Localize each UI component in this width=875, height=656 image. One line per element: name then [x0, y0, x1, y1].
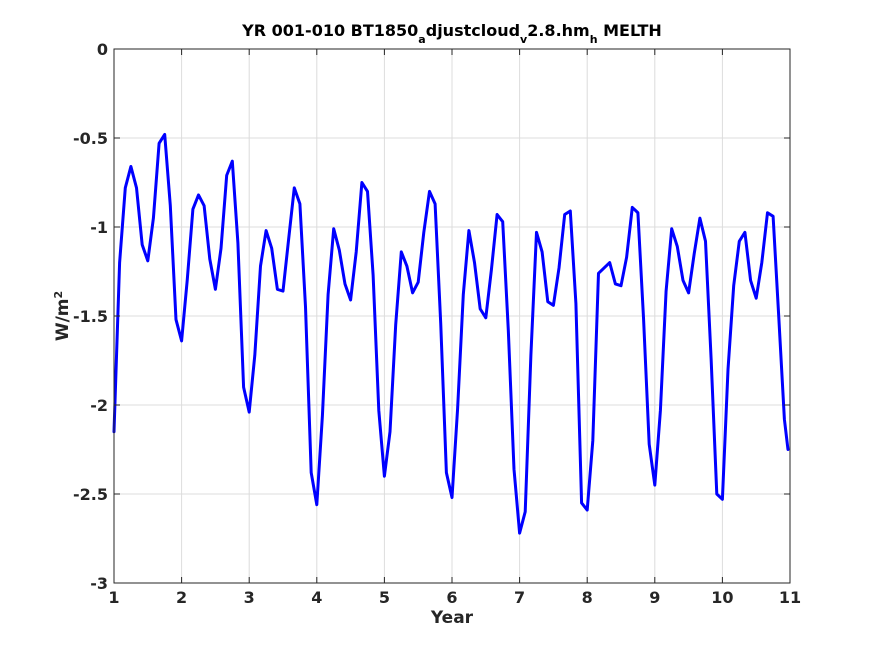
x-tick-label: 6	[446, 588, 457, 607]
y-axis-title-sup: 2	[52, 291, 65, 299]
title-subscript: v	[520, 33, 528, 46]
y-axis-title: W/m2	[52, 291, 74, 341]
ticks	[113, 48, 791, 584]
title-segment: 2.8.hm	[527, 21, 589, 40]
title-segment: YR 001-010 BT1850	[241, 21, 418, 40]
x-tick-label: 4	[311, 588, 322, 607]
chart-title: YR 001-010 BT1850adjustcloudv2.8.hmh MEL…	[241, 21, 662, 46]
x-tick-label: 5	[379, 588, 390, 607]
title-subscript: a	[418, 33, 425, 46]
y-tick-label: -1.5	[73, 307, 108, 326]
title-subscript: h	[590, 33, 598, 46]
x-tick-label: 9	[649, 588, 660, 607]
y-tick-label: -0.5	[73, 129, 108, 148]
x-tick-label: 7	[514, 588, 525, 607]
series-line	[112, 132, 790, 535]
y-axis-title-base: W/m	[53, 298, 73, 341]
y-tick-label: -3	[90, 574, 108, 593]
title-segment: djustcloud	[426, 21, 520, 40]
y-tick-label: -2.5	[73, 485, 108, 504]
x-tick-label: 3	[244, 588, 255, 607]
y-tick-label: 0	[97, 40, 108, 59]
series-layer	[112, 132, 790, 535]
x-tick-label: 2	[176, 588, 187, 607]
x-tick-label: 10	[711, 588, 733, 607]
x-tick-label: 1	[108, 588, 119, 607]
title-segment: MELTH	[598, 21, 662, 40]
x-tick-label: 8	[582, 588, 593, 607]
y-tick-label: -2	[90, 396, 108, 415]
tick-labels: 1 2 3 4 5 6 7 8 9 10 11 0 -0.5 -1 -1.5 -2 -2.5 -3	[73, 40, 801, 607]
x-axis-title: Year	[430, 608, 474, 628]
x-tick-label: 11	[779, 588, 801, 607]
y-tick-label: -1	[90, 218, 108, 237]
